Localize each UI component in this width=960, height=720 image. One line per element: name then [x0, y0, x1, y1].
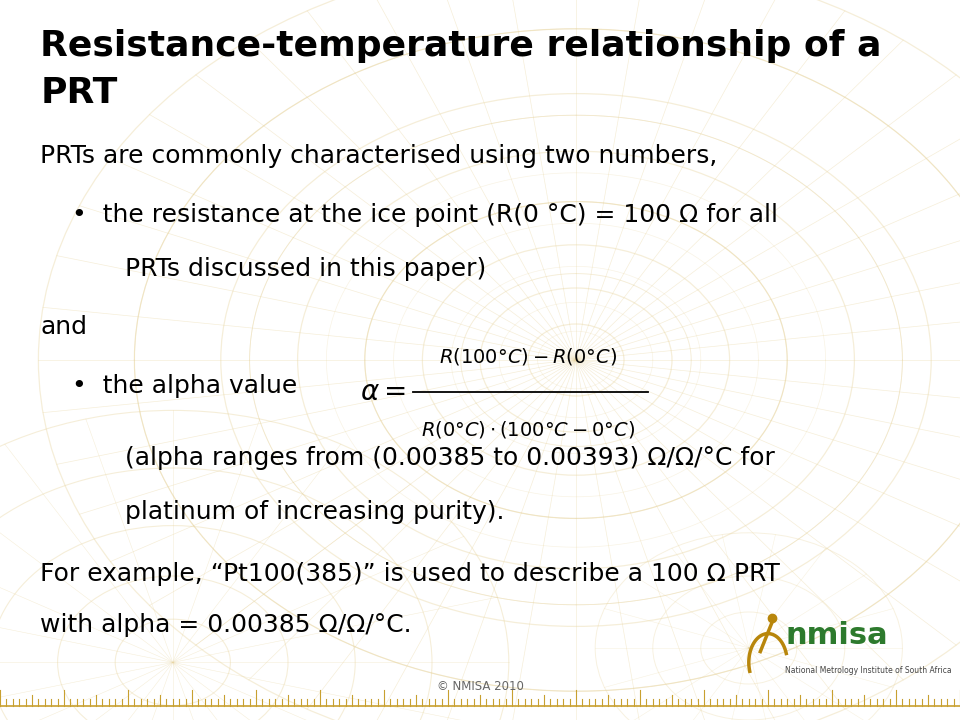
- Text: platinum of increasing purity).: platinum of increasing purity).: [125, 500, 504, 524]
- Text: PRTs are commonly characterised using two numbers,: PRTs are commonly characterised using tw…: [40, 144, 718, 168]
- Text: •  the resistance at the ice point (R(0 °C) = 100 Ω for all: • the resistance at the ice point (R(0 °…: [72, 203, 778, 227]
- Text: $R(0°C) \cdot (100°C - 0°C)$: $R(0°C) \cdot (100°C - 0°C)$: [420, 419, 636, 441]
- Text: with alpha = 0.00385 Ω/Ω/°C.: with alpha = 0.00385 Ω/Ω/°C.: [40, 613, 412, 637]
- Text: PRTs discussed in this paper): PRTs discussed in this paper): [125, 257, 486, 281]
- Text: $\alpha =$: $\alpha =$: [360, 379, 406, 406]
- Text: nmisa: nmisa: [785, 621, 888, 649]
- Text: •  the alpha value: • the alpha value: [72, 374, 298, 398]
- Text: PRT: PRT: [40, 76, 118, 109]
- Text: © NMISA 2010: © NMISA 2010: [437, 680, 523, 693]
- Text: For example, “Pt100(385)” is used to describe a 100 Ω PRT: For example, “Pt100(385)” is used to des…: [40, 562, 780, 585]
- Text: National Metrology Institute of South Africa: National Metrology Institute of South Af…: [785, 666, 952, 675]
- Text: $R(100°C) - R(0°C)$: $R(100°C) - R(0°C)$: [439, 346, 617, 367]
- Text: (alpha ranges from (0.00385 to 0.00393) Ω/Ω/°C for: (alpha ranges from (0.00385 to 0.00393) …: [125, 446, 775, 470]
- Text: and: and: [40, 315, 87, 339]
- Text: Resistance-temperature relationship of a: Resistance-temperature relationship of a: [40, 29, 882, 63]
